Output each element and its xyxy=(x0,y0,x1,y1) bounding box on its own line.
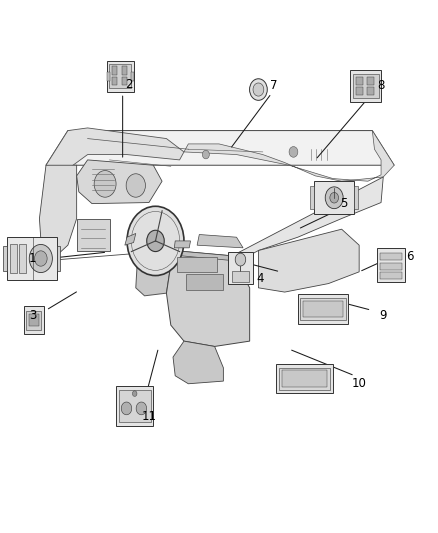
Circle shape xyxy=(147,230,164,252)
FancyBboxPatch shape xyxy=(122,66,127,75)
Text: 7: 7 xyxy=(270,79,278,92)
Polygon shape xyxy=(46,131,394,165)
FancyBboxPatch shape xyxy=(232,271,249,282)
FancyBboxPatch shape xyxy=(300,298,346,320)
FancyBboxPatch shape xyxy=(77,219,110,251)
FancyBboxPatch shape xyxy=(379,272,402,279)
FancyBboxPatch shape xyxy=(379,263,402,270)
FancyBboxPatch shape xyxy=(310,186,314,209)
FancyBboxPatch shape xyxy=(131,71,134,81)
Polygon shape xyxy=(46,128,184,171)
FancyBboxPatch shape xyxy=(279,368,330,390)
Text: 4: 4 xyxy=(257,272,265,285)
Circle shape xyxy=(127,206,184,276)
Polygon shape xyxy=(174,241,191,248)
FancyBboxPatch shape xyxy=(177,257,217,272)
Circle shape xyxy=(250,79,267,100)
Circle shape xyxy=(132,391,137,397)
Polygon shape xyxy=(166,251,250,346)
Circle shape xyxy=(202,150,209,159)
FancyBboxPatch shape xyxy=(298,294,348,324)
Circle shape xyxy=(289,147,298,157)
FancyBboxPatch shape xyxy=(26,311,42,330)
FancyBboxPatch shape xyxy=(228,252,253,284)
Text: 9: 9 xyxy=(379,309,387,322)
FancyBboxPatch shape xyxy=(356,87,363,95)
Circle shape xyxy=(126,174,145,197)
FancyBboxPatch shape xyxy=(314,181,354,214)
FancyBboxPatch shape xyxy=(112,66,117,75)
Circle shape xyxy=(29,245,53,272)
FancyBboxPatch shape xyxy=(112,77,117,85)
FancyBboxPatch shape xyxy=(110,64,131,88)
Polygon shape xyxy=(39,165,77,261)
Circle shape xyxy=(330,192,339,203)
Text: 11: 11 xyxy=(141,410,156,423)
FancyBboxPatch shape xyxy=(303,301,343,317)
Circle shape xyxy=(253,83,264,96)
FancyBboxPatch shape xyxy=(276,364,333,393)
Polygon shape xyxy=(184,131,394,181)
FancyBboxPatch shape xyxy=(122,77,127,85)
FancyBboxPatch shape xyxy=(379,253,402,260)
Text: 1: 1 xyxy=(29,252,37,265)
FancyBboxPatch shape xyxy=(57,246,60,271)
Polygon shape xyxy=(173,251,239,261)
Circle shape xyxy=(136,402,147,415)
Circle shape xyxy=(121,402,132,415)
Polygon shape xyxy=(136,251,173,296)
FancyBboxPatch shape xyxy=(186,274,223,290)
FancyBboxPatch shape xyxy=(350,70,381,102)
Text: 5: 5 xyxy=(340,197,347,210)
Polygon shape xyxy=(197,235,243,248)
FancyBboxPatch shape xyxy=(116,386,153,426)
Polygon shape xyxy=(173,341,223,384)
FancyBboxPatch shape xyxy=(24,306,44,334)
Circle shape xyxy=(325,187,343,208)
FancyBboxPatch shape xyxy=(119,390,151,422)
FancyBboxPatch shape xyxy=(29,314,39,326)
FancyBboxPatch shape xyxy=(282,370,327,387)
Circle shape xyxy=(94,171,116,197)
FancyBboxPatch shape xyxy=(107,61,134,92)
Text: 10: 10 xyxy=(352,377,367,390)
FancyBboxPatch shape xyxy=(7,237,57,280)
Polygon shape xyxy=(258,229,359,292)
FancyBboxPatch shape xyxy=(377,248,405,282)
Polygon shape xyxy=(232,177,383,261)
FancyBboxPatch shape xyxy=(19,244,26,273)
Text: 8: 8 xyxy=(378,79,385,92)
FancyBboxPatch shape xyxy=(353,74,378,99)
FancyBboxPatch shape xyxy=(10,244,17,273)
Text: 6: 6 xyxy=(406,251,413,263)
Circle shape xyxy=(35,251,47,266)
Circle shape xyxy=(235,253,246,266)
Polygon shape xyxy=(77,160,162,204)
FancyBboxPatch shape xyxy=(3,246,7,271)
Text: 3: 3 xyxy=(29,309,36,322)
FancyBboxPatch shape xyxy=(356,77,363,85)
FancyBboxPatch shape xyxy=(367,87,374,95)
Polygon shape xyxy=(125,233,136,245)
FancyBboxPatch shape xyxy=(354,186,358,209)
FancyBboxPatch shape xyxy=(107,71,110,81)
FancyBboxPatch shape xyxy=(367,77,374,85)
Text: 2: 2 xyxy=(125,78,133,91)
